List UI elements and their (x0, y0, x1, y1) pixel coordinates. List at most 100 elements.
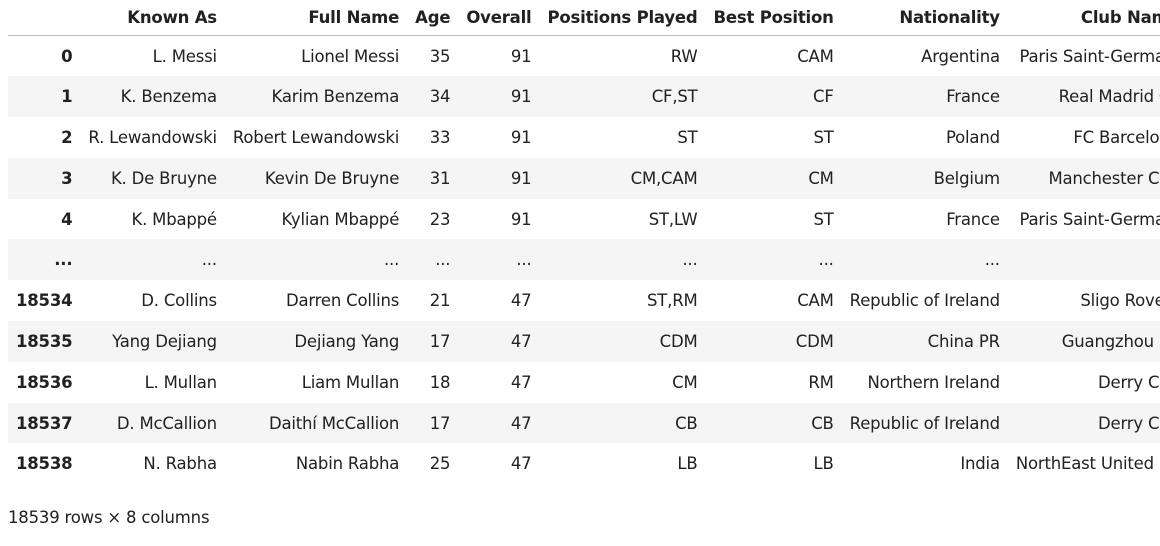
known-as-cell: K. Benzema (120, 87, 217, 107)
age-cell: 33 (429, 127, 451, 147)
club-name-cell: Sligo Rovers (1080, 291, 1160, 311)
row-index: 4 (61, 209, 73, 229)
overall-cell: ... (516, 250, 532, 270)
overall-cell: 47 (510, 454, 532, 474)
overall-cell: 47 (510, 331, 532, 351)
row-index: 18534 (16, 291, 73, 311)
row-index: 3 (61, 168, 73, 188)
club-name-cell: Real Madrid CF (1058, 87, 1160, 107)
full-name-cell: Kevin De Bruyne (264, 168, 400, 188)
best-position-cell: CAM (797, 46, 834, 66)
positions-played-cell: CM (672, 372, 698, 392)
positions-played-cell: CM,CAM (630, 168, 698, 188)
table-row: ........................... (8, 239, 1160, 281)
positions-played-cell: ... (682, 250, 698, 270)
table-header: Known As Full Name Age Overall Positions Pla… (8, 0, 1160, 36)
column-header-positions-played-header: Positions Played (539, 0, 706, 36)
row-index: 0 (61, 46, 73, 66)
club-name-cell: Guangzhou FC (1061, 331, 1160, 351)
club-name-cell: FC Barcelona (1073, 127, 1160, 147)
best-position-cell: ... (818, 250, 834, 270)
full-name-cell: Darren Collins (285, 291, 400, 311)
known-as-cell: R. Lewandowski (88, 127, 217, 147)
column-header-full-name-header: Full Name (224, 0, 408, 36)
table-row: 1 K. Benzema Karim Benzema 34 91 CF,ST CF Franc… (8, 76, 1160, 118)
column-header-best-position-header: Best Position (705, 0, 842, 36)
nationality-cell: China PR (927, 331, 1000, 351)
known-as-cell: L. Mullan (144, 372, 218, 392)
age-cell: 35 (429, 46, 451, 66)
column-header-club-name-header: Club Name (1007, 0, 1160, 36)
full-name-cell: Daithí McCallion (268, 413, 400, 433)
table-row: 18537 D. McCallion Daithí McCallion 17 47 CB C… (8, 402, 1160, 444)
positions-played-cell: ST,LW (648, 209, 698, 229)
age-cell: 21 (429, 291, 451, 311)
dataframe-table: Known As Full Name Age Overall Positions Pla… (8, 0, 1160, 484)
nationality-cell: Poland (945, 127, 1000, 147)
full-name-cell: Karim Benzema (271, 87, 400, 107)
age-cell: 23 (429, 209, 451, 229)
nationality-cell: Republic of Ireland (849, 413, 1000, 433)
club-name-cell: Derry City (1098, 372, 1160, 392)
full-name-cell: Robert Lewandowski (232, 127, 400, 147)
nationality-cell: Argentina (921, 46, 1000, 66)
club-name-cell: Paris Saint-Germain (1019, 46, 1160, 66)
nationality-cell: Republic of Ireland (849, 291, 1000, 311)
table-row: 18534 D. Collins Darren Collins 21 47 ST,RM CA… (8, 280, 1160, 321)
table-row: 3 K. De Bruyne Kevin De Bruyne 31 91 CM,CAM CM… (8, 157, 1160, 199)
best-position-cell: ST (813, 209, 834, 229)
known-as-cell: K. Mbappé (131, 209, 217, 229)
positions-played-cell: RW (670, 46, 698, 66)
known-as-cell: D. Collins (141, 291, 217, 311)
positions-played-cell: CF,ST (651, 87, 698, 107)
dataframe-shape-caption: 18539 rows × 8 columns (8, 508, 210, 527)
table-row: 18535 Yang Dejiang Dejiang Yang 17 47 CDM CDM C… (8, 321, 1160, 362)
full-name-cell: ... (384, 250, 400, 270)
overall-cell: 91 (510, 209, 532, 229)
best-position-cell: ST (813, 127, 834, 147)
nationality-cell: ... (984, 250, 1000, 270)
age-cell: 25 (429, 454, 451, 474)
age-cell: 34 (429, 87, 451, 107)
positions-played-cell: CB (675, 413, 698, 433)
club-name-cell: Paris Saint-Germain (1019, 209, 1160, 229)
positions-played-cell: LB (677, 454, 698, 474)
table-row: 18538 N. Rabha Nabin Rabha 25 47 LB LB India Nor… (8, 443, 1160, 484)
positions-played-cell: ST,RM (647, 291, 698, 311)
age-cell: 17 (429, 413, 451, 433)
club-name-cell: ... (1008, 239, 1160, 280)
header-row: Known As Full Name Age Overall Positions Pla… (8, 0, 1160, 36)
row-index: 18537 (16, 413, 73, 433)
known-as-cell: N. Rabha (143, 454, 217, 474)
known-as-cell: ... (201, 250, 217, 270)
age-cell: 18 (429, 372, 451, 392)
table-body: 0 L. Messi Lionel Messi 35 91 RW CAM Argentina P… (8, 36, 1160, 485)
table-row: 0 L. Messi Lionel Messi 35 91 RW CAM Argentina P… (8, 36, 1160, 77)
age-cell: 17 (429, 331, 451, 351)
full-name-cell: Liam Mullan (301, 372, 400, 392)
known-as-cell: L. Messi (152, 46, 217, 66)
nationality-cell: Belgium (933, 168, 1000, 188)
row-index: 18536 (16, 372, 73, 392)
nationality-cell: France (946, 87, 1000, 107)
column-header-known-as-header: Known As (80, 0, 225, 36)
column-header-nationality-header: Nationality (841, 0, 1008, 36)
positions-played-cell: CDM (659, 331, 698, 351)
overall-cell: 91 (510, 87, 532, 107)
best-position-cell: CF (813, 87, 834, 107)
best-position-cell: RM (808, 372, 834, 392)
positions-played-cell: ST (677, 127, 698, 147)
row-index: 18535 (16, 331, 73, 351)
best-position-cell: CAM (797, 291, 834, 311)
column-header-index-header (8, 0, 81, 36)
nationality-cell: India (960, 454, 1000, 474)
nationality-cell: Northern Ireland (867, 372, 1000, 392)
overall-cell: 47 (510, 291, 532, 311)
column-header-age-header: Age (407, 0, 459, 36)
overall-cell: 91 (510, 46, 532, 66)
best-position-cell: CM (808, 168, 834, 188)
table-row: 4 K. Mbappé Kylian Mbappé 23 91 ST,LW ST France… (8, 199, 1160, 240)
club-name-cell: Manchester City (1048, 168, 1160, 188)
known-as-cell: K. De Bruyne (110, 168, 217, 188)
